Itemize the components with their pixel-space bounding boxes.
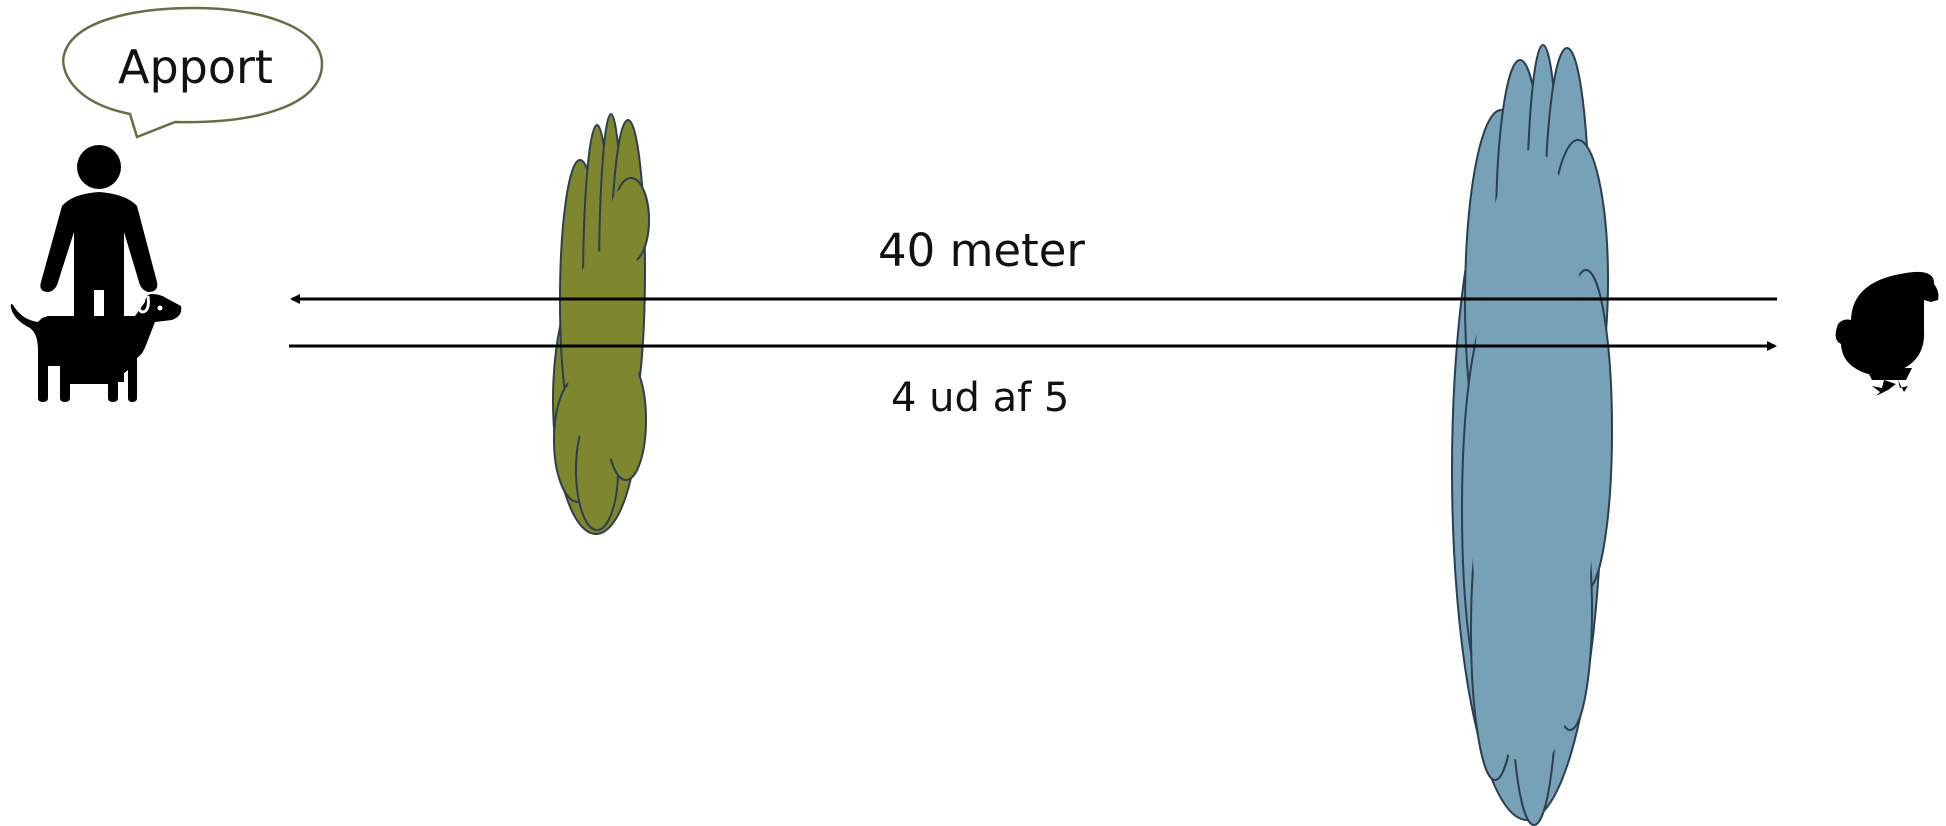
- person-with-dog-icon: [10, 145, 182, 402]
- score-label: 4 ud af 5: [891, 375, 1070, 421]
- far-cover-bush: [1451, 44, 1613, 826]
- speech-bubble-text: Apport: [118, 40, 273, 94]
- duck-icon: [1835, 271, 1939, 396]
- distance-label: 40 meter: [878, 224, 1085, 277]
- speech-bubble: [62, 6, 324, 139]
- near-cover-bush: [552, 113, 650, 535]
